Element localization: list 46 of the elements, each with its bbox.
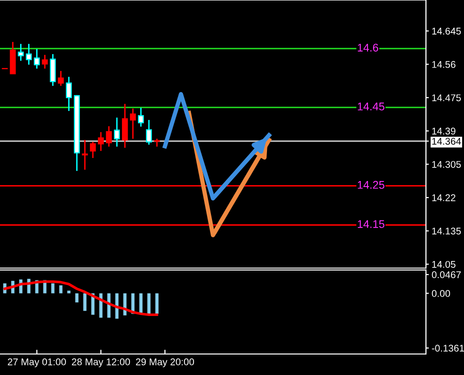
y-tick-label: 14.22 bbox=[432, 194, 456, 202]
y-tick-label: 14.135 bbox=[432, 228, 461, 235]
x-tick-label: 27 May 01:00 bbox=[8, 358, 66, 368]
candlestick bbox=[114, 116, 120, 148]
y-tick-label: 14.39 bbox=[432, 128, 456, 135]
candlestick bbox=[10, 41, 16, 74]
y-tick-label: 14.645 bbox=[432, 28, 461, 35]
candlestick bbox=[98, 131, 104, 152]
candlestick bbox=[106, 126, 112, 148]
bar bbox=[155, 293, 159, 314]
candlestick bbox=[138, 107, 144, 128]
line-series bbox=[162, 92, 272, 200]
candlestick bbox=[42, 54, 48, 70]
x-tick-label: 28 May 12:00 bbox=[72, 358, 130, 368]
candlestick bbox=[66, 76, 72, 112]
candlestick bbox=[90, 141, 96, 159]
x-tick-label: 29 May 20:00 bbox=[136, 358, 194, 368]
bar bbox=[147, 293, 151, 314]
candlestick bbox=[122, 103, 128, 148]
y-tick-label: 14.56 bbox=[432, 61, 456, 68]
ref-line-label: 14.15 bbox=[358, 220, 384, 228]
candlestick bbox=[34, 48, 40, 70]
bar bbox=[75, 293, 78, 302]
candlestick bbox=[130, 108, 136, 140]
candlestick bbox=[146, 119, 152, 146]
bar bbox=[83, 293, 86, 311]
y-tick-label: 0.00 bbox=[432, 290, 450, 297]
candlestick bbox=[82, 139, 88, 170]
bar bbox=[59, 285, 62, 294]
candlestick bbox=[50, 53, 56, 87]
bar bbox=[67, 290, 70, 294]
y-tick-label: 14.05 bbox=[432, 260, 456, 268]
y-tick-label: 14.305 bbox=[432, 160, 461, 168]
ref-line-label: 14.25 bbox=[358, 180, 384, 189]
candlestick bbox=[58, 70, 64, 87]
candlestick bbox=[18, 43, 24, 62]
ref-line-label: 14.6 bbox=[358, 44, 378, 52]
bar bbox=[51, 283, 54, 294]
y-tick-label: 0.0467 bbox=[432, 271, 461, 278]
bar bbox=[139, 293, 143, 313]
candlestick bbox=[26, 43, 32, 66]
line-series bbox=[4, 280, 158, 316]
y-tick-label: 14.364 bbox=[432, 138, 461, 145]
y-tick-label: 14.475 bbox=[432, 94, 461, 102]
y-tick-label: -0.1361 bbox=[432, 344, 464, 352]
ref-line-label: 14.45 bbox=[358, 102, 384, 110]
